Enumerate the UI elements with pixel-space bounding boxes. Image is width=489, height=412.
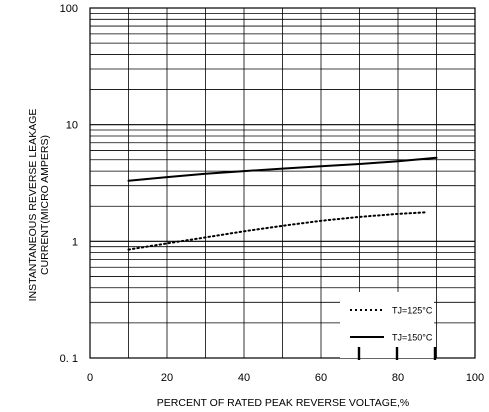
x-tick-label: 60 — [315, 372, 327, 384]
series-line-0 — [127, 211, 426, 251]
grid-lines — [90, 8, 475, 358]
series-lines — [127, 156, 438, 251]
plot-frame — [89, 7, 476, 359]
y-tick-label: 10 — [66, 120, 78, 132]
x-tick-labels: 0 20 40 60 80 100 — [87, 372, 484, 384]
legend: TJ=125°C TJ=150°C — [340, 292, 437, 360]
x-tick-label: 20 — [161, 372, 173, 384]
y-axis-label-line-2: CURRENT(MICRO AMPERS) — [39, 135, 51, 275]
legend-label-tj125: TJ=125°C — [392, 306, 433, 316]
y-tick-label: 0. 1 — [60, 353, 78, 365]
x-axis-label: PERCENT OF RATED PEAK REVERSE VOLTAGE,% — [157, 397, 409, 409]
x-tick-label: 40 — [238, 372, 250, 384]
x-tick-label: 0 — [87, 372, 93, 384]
legend-label-tj150: TJ=150°C — [392, 333, 433, 343]
y-tick-label: 1 — [72, 236, 78, 248]
y-tick-labels: 0. 1 1 10 100 — [60, 3, 78, 365]
y-axis-label-line-1: INSTANTANEOUS REVERSE LEAKAGE — [27, 109, 39, 302]
series-line-1 — [127, 156, 438, 182]
x-tick-label: 100 — [466, 372, 484, 384]
y-tick-label: 100 — [60, 3, 78, 15]
x-tick-label: 80 — [392, 372, 404, 384]
